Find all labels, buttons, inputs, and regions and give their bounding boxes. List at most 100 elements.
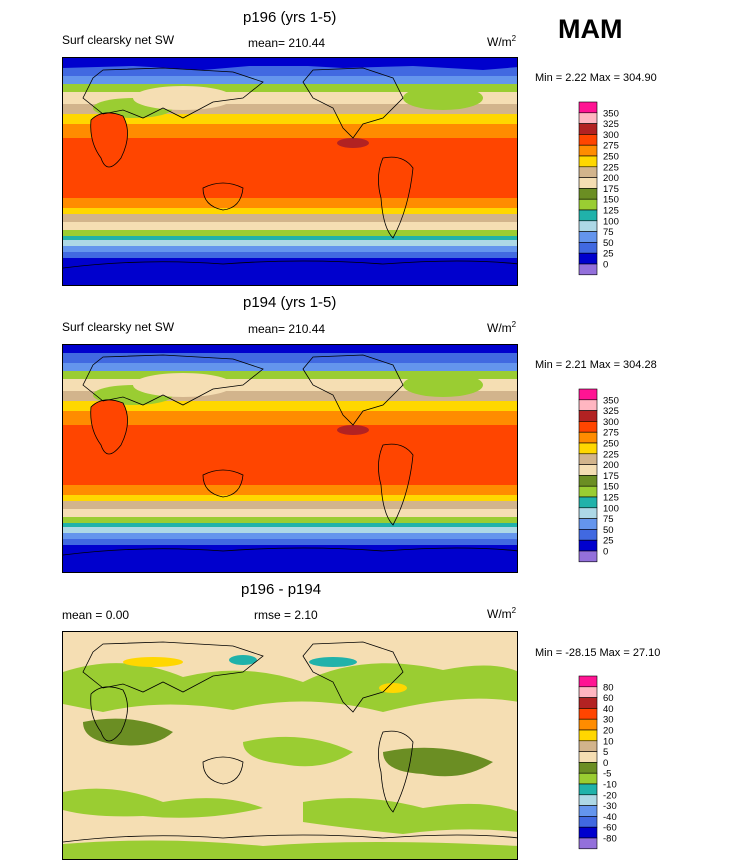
colorbar-swatch [578,697,598,709]
colorbar-swatch [578,144,598,157]
panel-2-colorbar: 350 325 300 275 250 225 200 175 150 125 100 75 50 25 0 [578,388,639,569]
colorbar-swatch [578,209,598,222]
colorbar-swatch [578,155,598,168]
panel-1-minmax: Min = 2.22 Max = 304.90 [535,72,657,84]
colorbar-swatch [578,410,598,422]
panel-3-mean-label: mean = 0.00 [62,608,130,622]
colorbar-swatch [578,496,598,509]
colorbar-tick-label: 75 [603,227,614,238]
colorbar-swatch [578,783,598,796]
colorbar-swatch [578,112,598,124]
season-label: MAM [558,14,623,44]
colorbar-swatch [578,675,598,688]
colorbar-tick-label: 10 [603,736,614,747]
colorbar-tick-label: 350 [603,395,619,406]
colorbar-tick-label: 200 [603,460,619,471]
colorbar-tick-label: 125 [603,493,619,504]
colorbar-tick-label: 175 [603,184,619,195]
panel-3-title: p196 - p194 [241,581,322,598]
colorbar-swatch [578,198,598,211]
panel-2-title: p194 (yrs 1-5) [243,294,337,311]
colorbar-tick-label: 125 [603,206,619,217]
colorbar-swatch [578,123,598,135]
panel-3-units: W/m2 [487,606,517,621]
panel-3-colorbar: 80 60 40 30 20 10 5 0 -5 -10 -20 -30 -40 -60 -80 [578,675,639,856]
colorbar-swatch [578,805,598,817]
colorbar-tick-label: 325 [603,406,619,417]
colorbar-swatch [578,772,598,785]
colorbar-tick-label: 0 [603,260,608,271]
colorbar-tick-label: 225 [603,162,619,173]
colorbar-swatch [578,507,598,519]
colorbar-tick-label: 350 [603,108,619,119]
colorbar-tick-label: 75 [603,514,614,525]
panel-2-mean-label: mean= 210.44 [248,322,326,336]
colorbar-tick-label: 250 [603,439,619,450]
panel-1-variable-label: Surf clearsky net SW [62,33,175,47]
colorbar-swatch [578,177,598,189]
colorbar-swatch [578,431,598,444]
colorbar-swatch [578,816,598,828]
colorbar-swatch [578,826,598,839]
colorbar-tick-label: -60 [603,823,617,834]
colorbar-swatch [578,718,598,731]
colorbar-tick-label: 300 [603,130,619,141]
colorbar-tick-label: 100 [603,216,619,227]
panel-1-map [62,57,518,286]
colorbar-swatch [578,231,598,243]
colorbar-tick-label: 275 [603,428,619,439]
colorbar-tick-label: 150 [603,195,619,206]
colorbar-swatch [578,388,598,401]
colorbar-swatch [578,762,598,774]
colorbar-tick-label: 200 [603,173,619,184]
colorbar-swatch [578,794,598,806]
colorbar-swatch [578,729,598,742]
colorbar-swatch [578,837,598,850]
colorbar-swatch [578,708,598,720]
colorbar-tick-label: 225 [603,449,619,460]
colorbar-swatch [578,421,598,433]
colorbar-swatch [578,464,598,476]
colorbar-swatch [578,518,598,530]
colorbar-swatch [578,166,598,178]
panel-1-mean-label: mean= 210.44 [248,36,326,50]
colorbar-swatch [578,263,598,276]
panel-1-title: p196 (yrs 1-5) [243,9,337,26]
panel-3-map [62,631,518,860]
colorbar-tick-label: 25 [603,536,614,547]
panel-2-minmax: Min = 2.21 Max = 304.28 [535,359,657,371]
panel-3-rmse-label: rmse = 2.10 [254,608,318,622]
colorbar-swatch [578,399,598,411]
colorbar-swatch [578,453,598,465]
colorbar-tick-label: -80 [603,834,617,845]
colorbar-tick-label: 30 [603,715,614,726]
colorbar-tick-label: 250 [603,152,619,163]
colorbar-tick-label: 40 [603,704,614,715]
colorbar-tick-label: 300 [603,417,619,428]
colorbar-tick-label: 50 [603,525,614,536]
panel-2-map [62,344,518,573]
colorbar-tick-label: 60 [603,693,614,704]
colorbar-tick-label: 175 [603,471,619,482]
colorbar-tick-label: -30 [603,801,617,812]
panel-1-colorbar: 350 325 300 275 250 225 200 175 150 125 100 75 50 25 0 [578,101,639,282]
colorbar-swatch [578,101,598,114]
colorbar-tick-label: 275 [603,141,619,152]
colorbar-swatch [578,686,598,698]
panel-2-units: W/m2 [487,320,517,335]
colorbar-tick-label: 325 [603,119,619,130]
colorbar-tick-label: 100 [603,503,619,514]
colorbar-tick-label: 80 [603,682,614,693]
colorbar-swatch [578,252,598,265]
colorbar-swatch [578,539,598,552]
colorbar-tick-label: 25 [603,249,614,260]
colorbar-tick-label: -5 [603,769,611,780]
colorbar-swatch [578,475,598,487]
colorbar-swatch [578,242,598,254]
colorbar-tick-label: 20 [603,726,614,737]
colorbar-tick-label: 50 [603,238,614,249]
colorbar-swatch [578,188,598,200]
colorbar-tick-label: 0 [603,547,608,558]
